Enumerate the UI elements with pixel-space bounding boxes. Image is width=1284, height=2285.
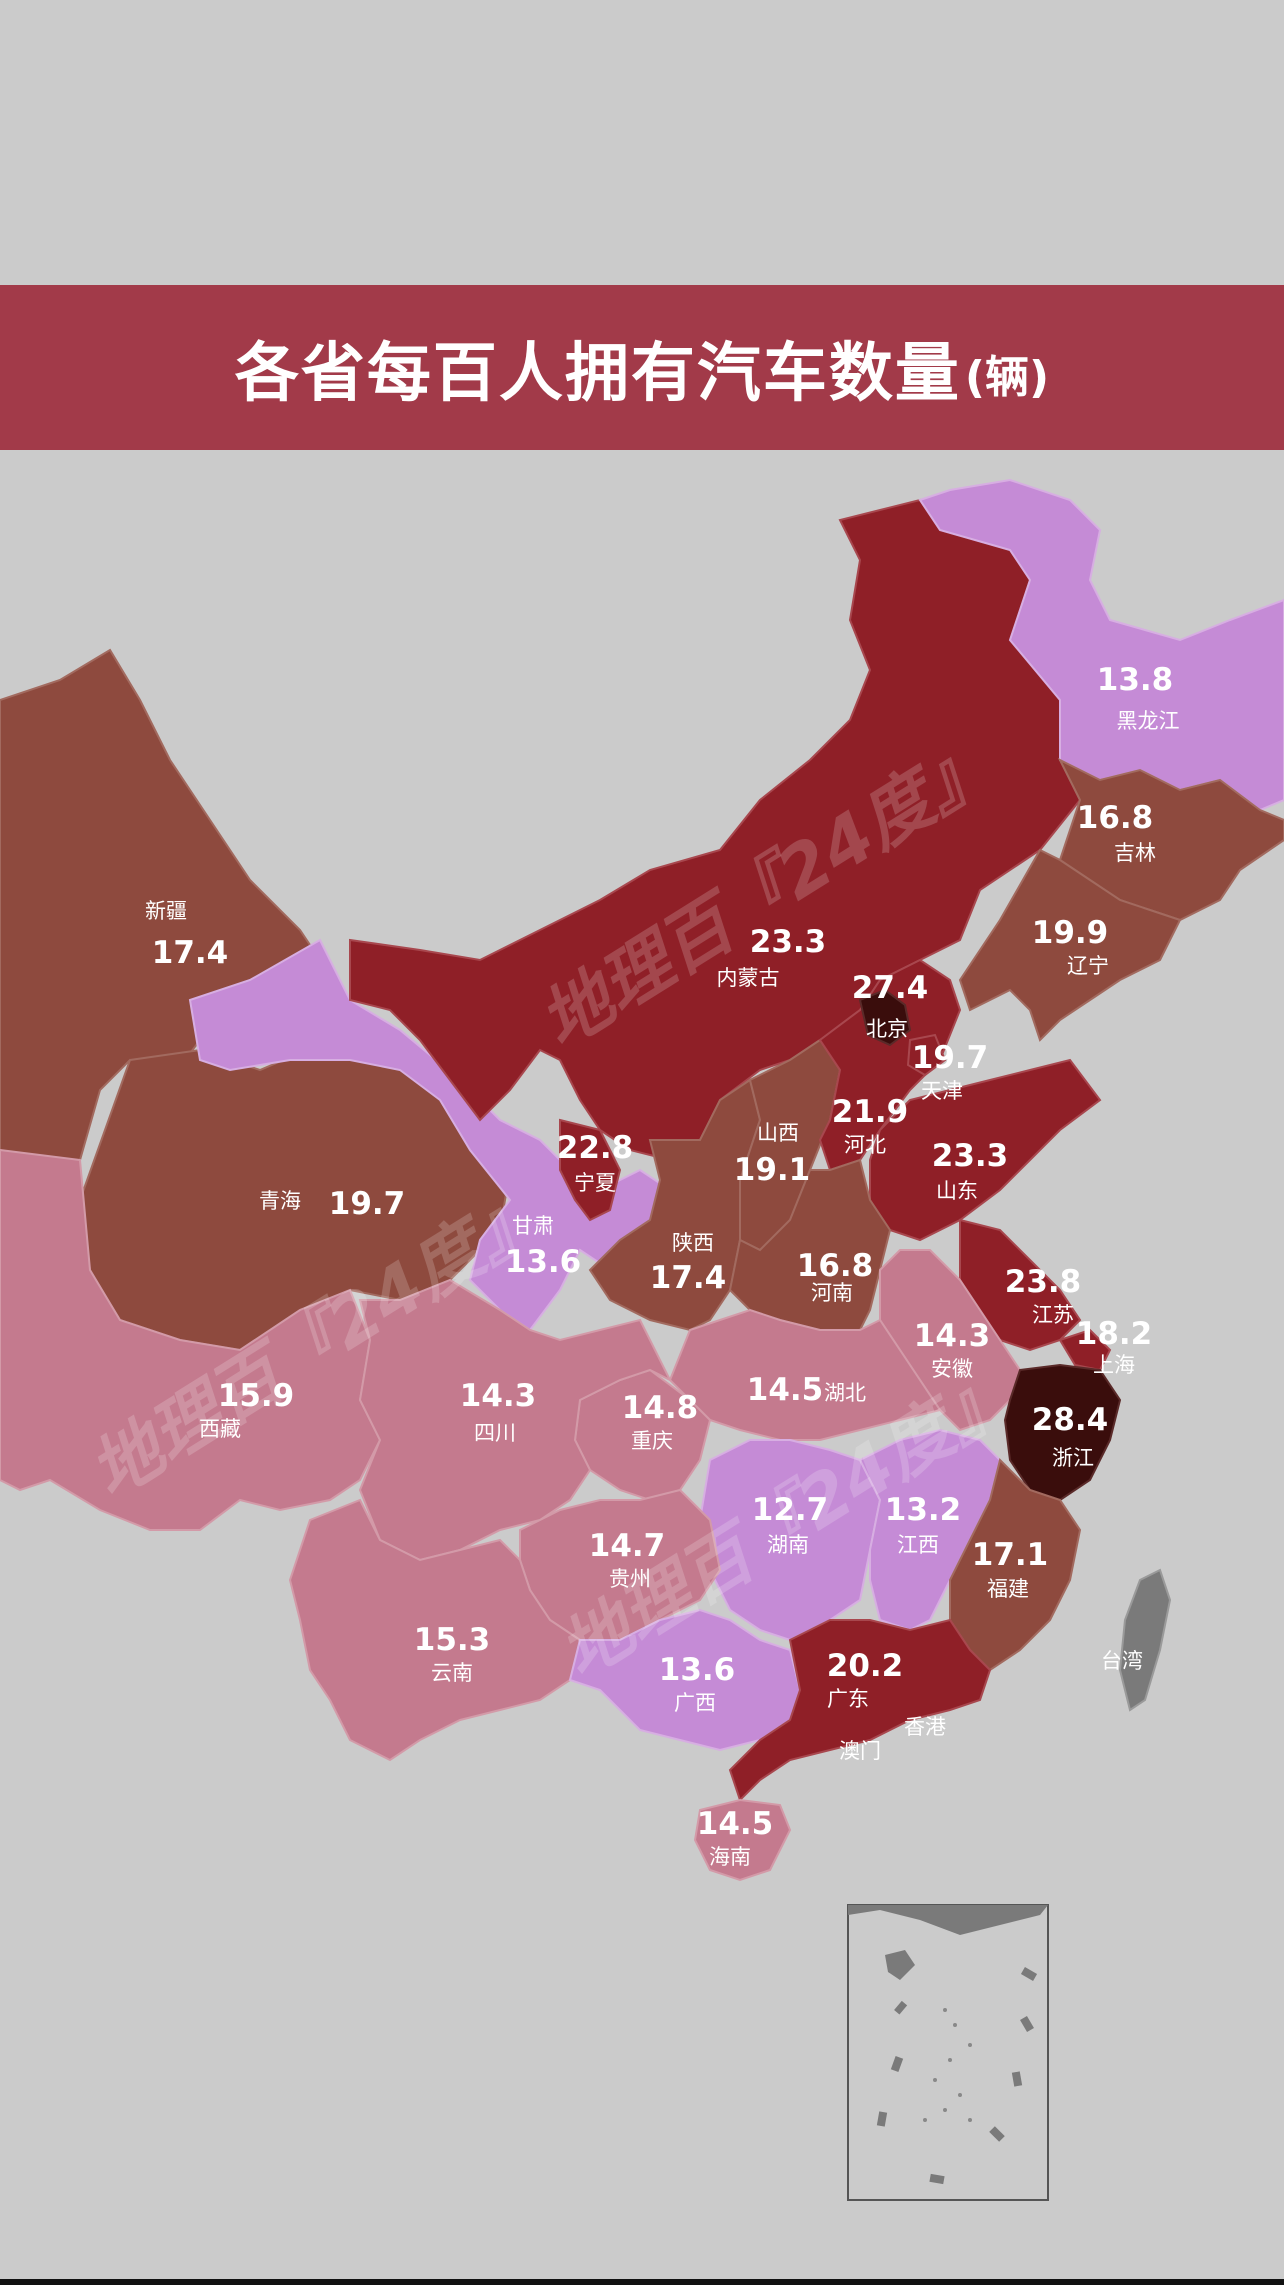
value-label: 19.9 <box>1032 915 1109 951</box>
value-label: 27.4 <box>852 970 929 1006</box>
value-label: 17.4 <box>152 935 229 971</box>
name-label: 宁夏 <box>574 1171 616 1195</box>
region-hebei[interactable] <box>818 958 962 1172</box>
value-label: 14.7 <box>589 1528 666 1564</box>
name-label: 四川 <box>474 1421 516 1445</box>
region-neimenggu[interactable] <box>349 498 1082 1162</box>
title-banner: 各省每百人拥有汽车数量 (辆) <box>0 285 1284 450</box>
name-label-taiwan: 台湾 <box>1101 1649 1143 1673</box>
name-label: 天津 <box>921 1079 963 1103</box>
value-label: 14.3 <box>914 1318 991 1354</box>
value-label: 14.5 <box>747 1372 824 1408</box>
region-hainan[interactable] <box>693 1798 792 1882</box>
name-label: 广西 <box>674 1691 716 1715</box>
value-label: 20.2 <box>827 1648 904 1684</box>
region-fujian[interactable] <box>949 1458 1082 1672</box>
value-label: 19.1 <box>734 1152 811 1188</box>
region-guangdong[interactable] <box>728 1618 992 1802</box>
region-yunnan[interactable] <box>288 1498 582 1762</box>
name-label-hongkong: 香港 <box>904 1715 946 1739</box>
name-label: 河南 <box>811 1281 853 1305</box>
name-label: 黑龙江 <box>1117 709 1180 733</box>
name-label: 新疆 <box>145 899 187 923</box>
value-label: 14.3 <box>460 1378 537 1414</box>
name-label: 安徽 <box>931 1357 973 1381</box>
name-label: 山西 <box>757 1121 799 1145</box>
value-label: 18.2 <box>1076 1316 1153 1352</box>
name-label: 广东 <box>827 1687 869 1711</box>
region-xizang[interactable] <box>0 1148 382 1531</box>
name-label: 陕西 <box>672 1231 714 1255</box>
name-label: 青海 <box>259 1189 301 1213</box>
region-ningxia[interactable] <box>559 1118 622 1222</box>
value-label: 23.3 <box>932 1138 1009 1174</box>
region-tianjin[interactable] <box>906 1033 947 1077</box>
region-taiwan <box>1118 1568 1172 1712</box>
name-label: 湖南 <box>767 1533 809 1557</box>
value-label: 15.9 <box>218 1378 295 1414</box>
value-label: 23.8 <box>1005 1264 1082 1300</box>
south-china-sea-inset <box>847 1904 1049 2201</box>
name-label: 海南 <box>709 1845 751 1869</box>
region-liaoning[interactable] <box>958 848 1182 1042</box>
value-label: 19.7 <box>912 1040 989 1076</box>
value-label: 23.3 <box>750 924 827 960</box>
name-label: 江苏 <box>1032 1303 1074 1327</box>
value-label: 16.8 <box>1077 800 1154 836</box>
region-zhejiang[interactable] <box>1003 1363 1122 1502</box>
value-label: 13.2 <box>885 1492 962 1528</box>
value-label: 16.8 <box>797 1248 874 1284</box>
title-text: 各省每百人拥有汽车数量 <box>234 336 961 411</box>
value-label: 21.9 <box>832 1094 909 1130</box>
value-label: 14.8 <box>622 1390 699 1426</box>
value-label: 13.6 <box>505 1244 582 1280</box>
name-label: 河北 <box>844 1133 886 1157</box>
name-label: 湖北 <box>824 1381 866 1405</box>
name-label: 北京 <box>866 1017 908 1041</box>
name-label: 辽宁 <box>1067 954 1109 978</box>
name-label: 重庆 <box>631 1429 673 1453</box>
name-label: 内蒙古 <box>717 966 780 990</box>
value-label: 22.8 <box>557 1130 634 1166</box>
provinces-layer <box>0 478 1284 1882</box>
region-beijing[interactable] <box>858 988 912 1047</box>
value-label: 28.4 <box>1032 1402 1109 1438</box>
value-label: 13.6 <box>659 1652 736 1688</box>
name-label: 西藏 <box>199 1417 241 1441</box>
title-unit: (辆) <box>964 351 1050 403</box>
name-label: 江西 <box>897 1533 939 1557</box>
bottom-strip <box>0 2279 1284 2285</box>
labels-layer: 13.8 黑龙江 16.8 吉林 19.9 辽宁 23.3 内蒙古 27.4 北… <box>145 662 1180 1869</box>
name-label: 福建 <box>987 1577 1029 1601</box>
name-label: 甘肃 <box>512 1214 554 1238</box>
value-label: 14.5 <box>697 1806 774 1842</box>
value-label: 19.7 <box>329 1186 406 1222</box>
value-label: 12.7 <box>752 1492 829 1528</box>
region-hunan[interactable] <box>698 1439 882 1642</box>
name-label: 贵州 <box>609 1567 651 1591</box>
name-label: 上海 <box>1093 1353 1135 1377</box>
name-label: 吉林 <box>1114 841 1156 865</box>
name-label: 浙江 <box>1052 1446 1094 1470</box>
region-sichuan[interactable] <box>358 1278 673 1562</box>
region-shaanxi[interactable] <box>588 1078 762 1332</box>
name-label: 云南 <box>431 1661 473 1685</box>
value-label: 13.8 <box>1097 662 1174 698</box>
region-shanghai[interactable] <box>1058 1328 1112 1372</box>
name-label: 山东 <box>936 1179 978 1203</box>
value-label: 15.3 <box>414 1622 491 1658</box>
value-label: 17.1 <box>972 1537 1049 1573</box>
value-label: 17.4 <box>650 1260 727 1296</box>
name-label-macau: 澳门 <box>839 1739 881 1763</box>
